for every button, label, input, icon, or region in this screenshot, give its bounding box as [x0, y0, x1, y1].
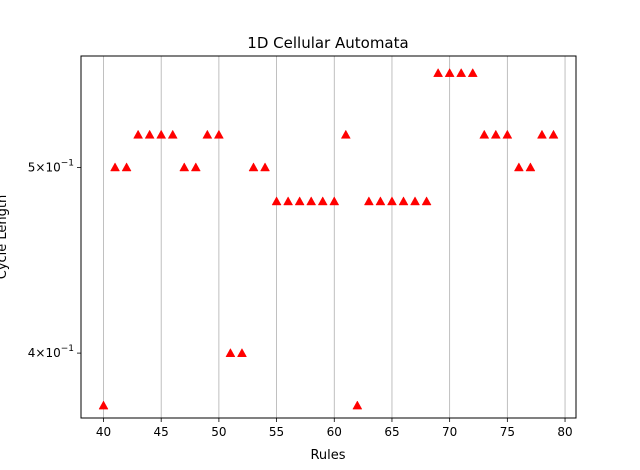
data-point-marker: [398, 196, 409, 206]
x-tick-label: 40: [96, 425, 111, 439]
data-point-marker: [306, 196, 317, 206]
data-point-marker: [456, 68, 467, 77]
x-tick-label: 75: [500, 425, 515, 439]
x-tick-label: 60: [327, 425, 342, 439]
data-point-marker: [260, 162, 270, 172]
data-point-marker: [502, 129, 513, 139]
x-tick-label: 70: [442, 425, 457, 439]
data-point-marker: [352, 400, 363, 410]
data-point-marker: [490, 129, 501, 139]
data-point-marker: [179, 162, 190, 172]
data-point-marker: [98, 400, 109, 410]
data-point-marker: [237, 348, 247, 357]
x-axis-label: Rules: [310, 448, 345, 463]
data-point-marker: [410, 196, 420, 206]
data-point-marker: [144, 129, 155, 139]
data-point-marker: [225, 348, 236, 357]
x-axis-ticks: 40 45 50 55 60 65 70 75 80: [96, 418, 573, 439]
x-tick-label: 55: [269, 425, 284, 439]
data-point-marker: [479, 129, 490, 139]
data-point-marker: [525, 162, 536, 172]
x-tick-label: 50: [211, 425, 226, 439]
y-tick-label: 5×10−1: [28, 158, 74, 174]
data-point-marker: [167, 129, 178, 139]
data-point-marker: [317, 196, 328, 206]
data-point-marker: [133, 129, 144, 139]
data-point-marker: [156, 129, 167, 139]
data-point-marker: [202, 129, 213, 139]
data-point-marker: [340, 129, 351, 139]
data-point-marker: [110, 162, 120, 172]
y-axis-label: Cycle Length: [0, 195, 10, 280]
data-point-marker: [513, 162, 524, 172]
data-points: [98, 68, 559, 410]
data-point-marker: [283, 196, 294, 206]
data-point-marker: [433, 68, 444, 77]
data-point-marker: [363, 196, 374, 206]
x-tick-label: 65: [384, 425, 399, 439]
data-point-marker: [548, 129, 559, 139]
data-point-marker: [294, 196, 305, 206]
plot-area-frame: [80, 55, 577, 419]
data-point-marker: [271, 196, 282, 206]
x-tick-label: 80: [557, 425, 572, 439]
data-point-marker: [375, 196, 386, 206]
data-point-marker: [190, 162, 201, 172]
grid-lines: [103, 56, 566, 418]
data-point-marker: [121, 162, 132, 172]
y-axis-ticks: 4×10−1 5×10−1: [28, 158, 81, 360]
chart-title: 1D Cellular Automata: [247, 34, 408, 52]
data-point-marker: [248, 162, 259, 172]
data-point-marker: [467, 68, 478, 77]
data-point-marker: [213, 129, 224, 139]
data-point-marker: [387, 196, 397, 206]
data-point-marker: [421, 196, 432, 206]
data-point-marker: [444, 68, 455, 77]
data-point-marker: [329, 196, 340, 206]
y-tick-label: 4×10−1: [28, 344, 74, 360]
data-point-marker: [537, 129, 547, 139]
x-tick-label: 45: [154, 425, 169, 439]
